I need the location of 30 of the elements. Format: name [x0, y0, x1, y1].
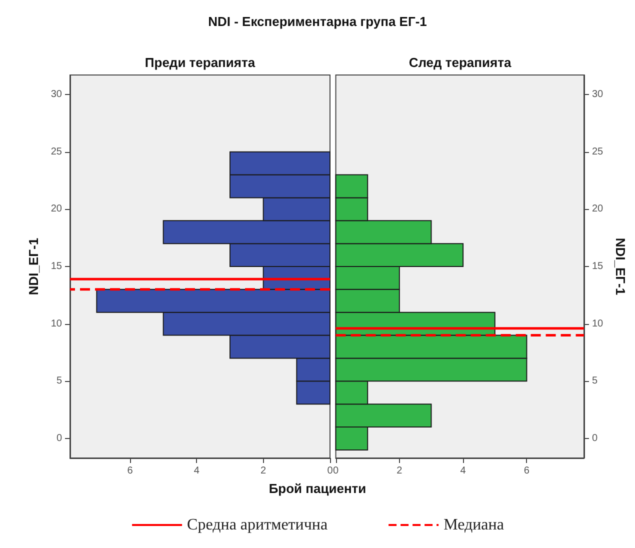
x-tick-label: 0 [327, 466, 334, 476]
y-tick-label: 15 [50, 261, 62, 272]
x-tick-label: 6 [524, 466, 530, 476]
y-axis-title: NDI_ЕГ-1 [26, 238, 41, 296]
legend-label: Медиана [444, 516, 504, 534]
y-tick-label: 0 [56, 433, 62, 444]
y-tick-label: 15 [592, 261, 604, 272]
x-tick-label: 4 [194, 466, 200, 476]
chart-subtitle: След терапията [408, 55, 512, 70]
y-tick-label: 10 [592, 318, 604, 330]
y-tick-label: 20 [50, 204, 62, 215]
x-tick-label: 4 [460, 466, 466, 476]
y-tick-label: 30 [592, 88, 604, 100]
y-tick-label: 30 [50, 88, 62, 100]
y-tick-label: 10 [50, 318, 62, 330]
x-axis-title: Брой пациенти [268, 481, 366, 496]
chart-title: NDI - Експериментарна група ЕГ-1 [208, 14, 427, 29]
x-tick-label: 0 [333, 466, 339, 476]
y-tick-label: 25 [50, 146, 62, 158]
y-tick-label: 25 [592, 146, 604, 158]
x-tick-label: 2 [396, 466, 403, 476]
y-tick-label: 5 [592, 376, 598, 387]
y-tick-label: 0 [592, 433, 598, 444]
chart-subtitle: Преди терапията [144, 55, 256, 70]
legend-label: Средна аритметична [187, 516, 328, 534]
x-tick-label: 2 [260, 466, 267, 476]
x-tick-label: 6 [127, 466, 134, 476]
y-tick-label: 20 [592, 204, 604, 215]
y-axis-title: NDI_ЕГ-1 [613, 238, 628, 296]
y-tick-label: 5 [56, 376, 62, 387]
